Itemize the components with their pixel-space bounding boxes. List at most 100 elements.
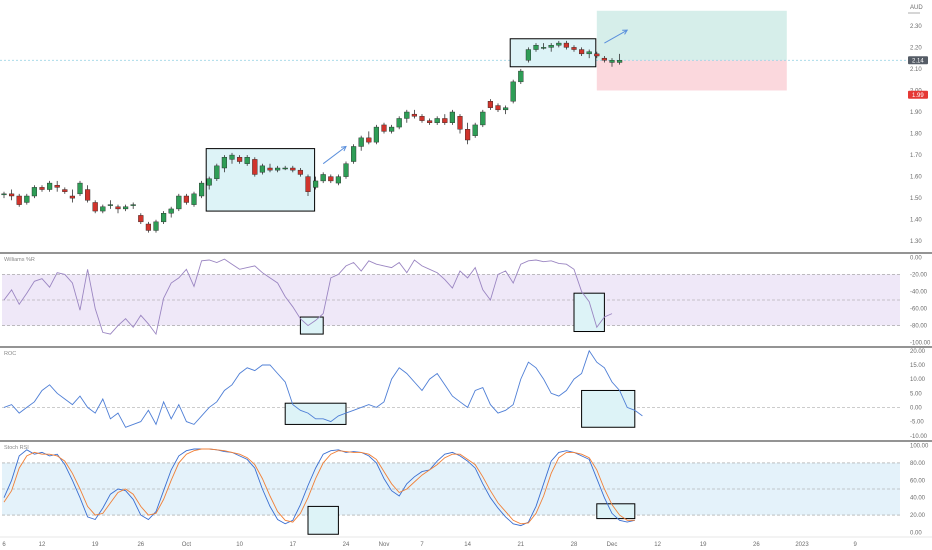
candle[interactable] [252, 159, 258, 175]
candle[interactable] [594, 53, 600, 57]
candle[interactable] [100, 206, 106, 212]
candle[interactable] [168, 208, 174, 214]
williams-highlight-box[interactable] [573, 292, 605, 333]
candle[interactable] [442, 118, 448, 123]
candle[interactable] [457, 116, 463, 130]
candle[interactable] [198, 182, 205, 197]
candle[interactable] [259, 165, 266, 173]
candle[interactable] [351, 146, 357, 162]
candle[interactable] [320, 174, 326, 182]
stoch-rsi-highlight-box[interactable] [596, 503, 636, 520]
price-tick-label: 1.60 [910, 175, 922, 181]
candle[interactable] [214, 165, 220, 179]
candle[interactable] [487, 101, 494, 108]
candle[interactable] [563, 42, 570, 48]
price-highlight-box[interactable] [205, 148, 316, 212]
candle[interactable] [275, 167, 281, 171]
candle[interactable] [84, 189, 91, 201]
candle[interactable] [145, 223, 152, 231]
roc-highlight-box[interactable] [284, 402, 347, 425]
candle[interactable] [579, 49, 585, 55]
candle[interactable] [122, 206, 129, 210]
candle[interactable] [1, 193, 7, 196]
candle[interactable] [282, 167, 288, 170]
candle[interactable] [427, 120, 433, 123]
candle[interactable] [130, 204, 136, 206]
candle[interactable] [176, 195, 182, 210]
candle[interactable] [480, 111, 486, 126]
candle[interactable] [24, 195, 30, 203]
candle[interactable] [609, 60, 615, 63]
stop-zone[interactable] [596, 60, 787, 91]
candle[interactable] [556, 42, 562, 46]
candle[interactable] [343, 163, 349, 177]
candle[interactable] [419, 116, 425, 121]
candle[interactable] [313, 180, 319, 188]
candle[interactable] [335, 176, 342, 184]
candle[interactable] [541, 47, 547, 49]
candle[interactable] [160, 213, 167, 223]
stop-price-label: 1.99 [912, 93, 924, 99]
williams-highlight-box[interactable] [299, 316, 324, 335]
candle[interactable] [472, 124, 478, 136]
candle[interactable] [290, 167, 296, 171]
candle[interactable] [465, 129, 471, 141]
candle[interactable] [115, 206, 121, 210]
candle[interactable] [381, 124, 387, 132]
candle[interactable] [503, 107, 509, 111]
candle[interactable] [221, 157, 228, 169]
candle[interactable] [153, 221, 159, 231]
candle[interactable] [206, 178, 212, 186]
candle[interactable] [571, 47, 577, 50]
candle[interactable] [510, 81, 516, 102]
candle[interactable] [229, 154, 235, 160]
candle[interactable] [404, 111, 410, 119]
candle[interactable] [411, 113, 418, 117]
candle[interactable] [16, 195, 22, 205]
candle[interactable] [244, 157, 250, 164]
candle[interactable] [358, 137, 364, 147]
candle[interactable] [69, 195, 76, 199]
candle[interactable] [138, 215, 144, 223]
candle[interactable] [586, 51, 592, 55]
candle[interactable] [601, 57, 608, 61]
candle[interactable] [77, 182, 83, 195]
candle[interactable] [449, 111, 456, 123]
roc-line-v[interactable] [3, 349, 643, 428]
candle[interactable] [518, 70, 524, 83]
trend-arrow[interactable] [322, 146, 347, 165]
stoch-rsi-highlight-box[interactable] [307, 505, 339, 535]
candle[interactable] [297, 169, 304, 175]
candle[interactable] [39, 187, 45, 190]
target-zone[interactable] [596, 10, 787, 61]
candle[interactable] [373, 126, 380, 143]
candle[interactable] [191, 193, 197, 205]
stoch-rsi-line-k[interactable] [3, 448, 635, 527]
candle[interactable] [396, 118, 402, 128]
candle[interactable] [617, 60, 623, 63]
candle[interactable] [495, 105, 501, 111]
candle[interactable] [389, 126, 395, 132]
candle[interactable] [236, 157, 243, 162]
candle[interactable] [366, 137, 372, 143]
candle[interactable] [92, 202, 98, 212]
roc-highlight-box[interactable] [581, 389, 636, 428]
candle[interactable] [305, 176, 311, 192]
candle[interactable] [525, 49, 532, 61]
candle[interactable] [267, 167, 273, 171]
candle[interactable] [548, 45, 554, 48]
candle[interactable] [47, 182, 53, 190]
trend-arrow[interactable] [604, 29, 628, 44]
stoch-rsi-line-d[interactable] [3, 448, 635, 525]
candle[interactable] [62, 189, 68, 192]
candle[interactable] [434, 118, 440, 123]
candle[interactable] [31, 187, 38, 197]
candle[interactable] [8, 193, 15, 197]
williams-line-v[interactable] [3, 258, 613, 336]
candle[interactable] [107, 204, 114, 206]
candle[interactable] [183, 195, 190, 203]
candle[interactable] [54, 185, 60, 188]
candle[interactable] [328, 176, 334, 182]
candle[interactable] [533, 45, 539, 50]
